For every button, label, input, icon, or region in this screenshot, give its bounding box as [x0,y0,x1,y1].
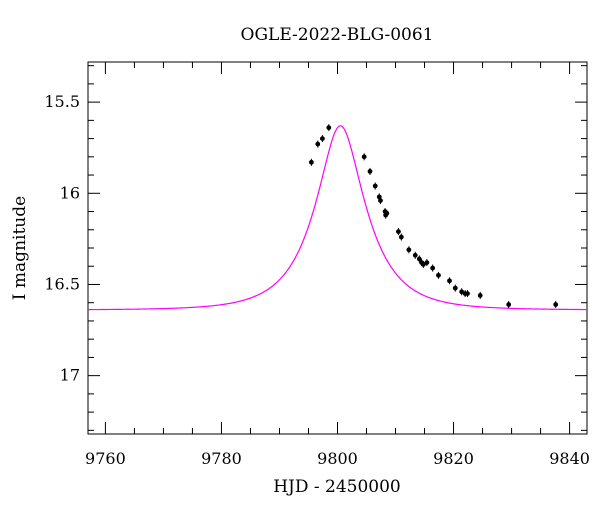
data-point [406,247,412,253]
data-point [430,265,436,271]
data-points [308,124,559,309]
x-axis-label: HJD - 2450000 [273,477,401,497]
y-tick-label: 17 [60,366,80,385]
y-tick-label: 16.5 [44,274,80,293]
data-point [447,278,452,284]
data-point [424,260,430,265]
data-point [398,234,404,240]
y-axis: 15.5 16 16.5 17 [44,65,587,431]
data-point [506,302,512,307]
data-point [416,256,422,262]
data-point [465,291,470,296]
data-point [436,272,441,278]
data-point [452,285,458,291]
data-point [378,198,383,203]
data-point [361,154,367,160]
data-point [396,229,401,234]
x-tick-label: 9820 [433,449,474,468]
data-point [412,252,418,258]
x-tick-label: 9780 [201,449,242,468]
plot-frame [87,61,588,435]
model-curve [87,125,587,311]
x-tick-label: 9800 [317,449,358,468]
data-point [308,159,314,165]
data-point [477,293,483,298]
data-point [326,125,332,131]
y-tick-label: 16 [60,183,80,202]
data-point [372,183,378,189]
y-axis-label: I magnitude [10,196,30,300]
data-point [315,141,321,147]
data-point [320,136,325,141]
data-point [553,302,559,307]
x-tick-label: 9840 [549,449,590,468]
x-axis: 9760 9780 9800 9820 9840 [85,62,590,468]
chart-title: OGLE-2022-BLG-0061 [241,25,434,45]
data-point [367,169,373,174]
y-tick-label: 15.5 [44,92,80,111]
x-tick-label: 9760 [85,449,126,468]
data-point [384,210,390,216]
